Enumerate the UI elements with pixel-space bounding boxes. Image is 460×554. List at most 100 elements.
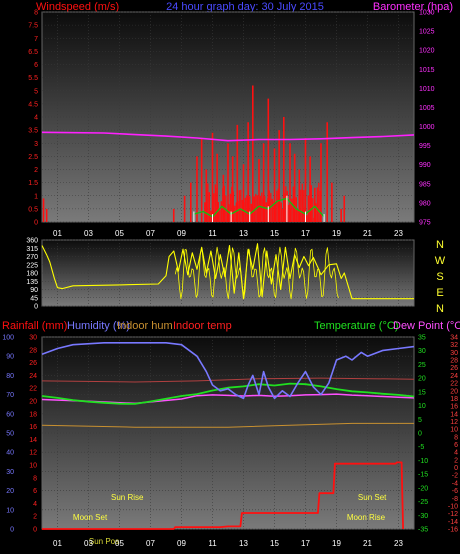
dew-point-y-tick: 32	[450, 342, 458, 349]
wind-y-tick: 0.5	[28, 206, 38, 213]
dew-point-y-tick: -14	[448, 519, 458, 526]
rainfall-y-tick: 20	[29, 399, 37, 406]
compass-e: E	[436, 287, 443, 299]
atmos-x-tick: 01	[53, 539, 62, 548]
dew-point-y-tick: 10	[450, 427, 458, 434]
atmos-x-tick: 03	[84, 539, 93, 548]
rainfall-y-tick: 6	[33, 488, 37, 495]
wind-x-tick: 17	[301, 229, 310, 238]
indoor-hum-line	[41, 422, 414, 428]
dew-point-axis-title: Dew Point (°C)	[393, 320, 460, 332]
atmos-x-tick: 21	[363, 539, 372, 548]
humidity-y-tick: 60	[6, 411, 14, 418]
atmos-series	[41, 341, 415, 530]
compass-s: S	[436, 271, 443, 283]
humidity-y-tick: 30	[6, 469, 14, 476]
wind-x-tick: 05	[115, 229, 124, 238]
barometer-y-tick: 1000	[419, 124, 435, 131]
dew-point-y-tick: 34	[450, 335, 458, 342]
wind-y-tick: 0	[34, 220, 38, 227]
atmos-x-tick: 15	[270, 539, 279, 548]
wind-y-tick: 7	[34, 36, 38, 43]
rainfall-line	[42, 461, 404, 530]
direction-line	[41, 243, 414, 300]
wind-axis-title: Windspeed (m/s)	[36, 1, 119, 13]
humidity-y-tick: 40	[6, 450, 14, 457]
wind-x-tick: 01	[53, 229, 62, 238]
wind-x-tick: 09	[177, 229, 186, 238]
wind-y-tick: 2	[34, 167, 38, 174]
humidity-y-tick: 10	[6, 507, 14, 514]
dew-point-y-tick: -2	[452, 473, 458, 480]
rainfall-y-tick: 14	[29, 437, 37, 444]
barometer-y-tick: 980	[419, 200, 431, 207]
direction-y-tick: 270	[26, 254, 38, 261]
temperature-y-tick: -10	[418, 458, 428, 465]
dew-point-y-tick: 14	[450, 411, 458, 418]
direction-y-tick: 90	[30, 287, 38, 294]
barometer-y-tick: 1025	[419, 29, 435, 36]
dew-point-y-tick: 20	[450, 388, 458, 395]
rainfall-y-tick: 8	[33, 475, 37, 482]
atmos-header: Rainfall (mm) Humidity (%) Indoor hum In…	[2, 320, 460, 332]
wind-y-tick: 5	[34, 88, 38, 95]
dew-point-y-tick: -10	[448, 503, 458, 510]
temperature-y-tick: 35	[418, 335, 426, 342]
wind-y-tick: 1.5	[28, 180, 38, 187]
humidity-y-tick: 100	[2, 335, 14, 342]
atmos-grid	[42, 336, 414, 530]
dew-point-y-tick: 12	[450, 419, 458, 426]
dew-point-y-tick: 8	[454, 434, 458, 441]
wind-y-tick: 4	[34, 115, 38, 122]
dew-point-y-tick: 18	[450, 396, 458, 403]
humidity-y-tick: 90	[6, 354, 14, 361]
dew-point-line	[41, 393, 415, 405]
dew-point-y-tick: 26	[450, 365, 458, 372]
wind-y-tick: 3.5	[28, 128, 38, 135]
direction-y-tick: 135	[26, 279, 38, 286]
temperature-y-tick: -15	[418, 472, 428, 479]
temperature-y-tick: 15	[418, 389, 426, 396]
graph-title: 24 hour graph day: 30 July 2015	[166, 1, 324, 13]
atmos-x-tick: 09	[177, 539, 186, 548]
atmos-x-tick: 17	[301, 539, 310, 548]
rainfall-y-tick: 28	[29, 347, 37, 354]
compass-labels: N W S E N	[435, 239, 446, 315]
barometer-y-tick: 1005	[419, 105, 435, 112]
barometer-line	[41, 131, 415, 142]
atmos-x-tick: 13	[239, 539, 248, 548]
wind-x-tick: 15	[270, 229, 279, 238]
barometer-y-tick: 1010	[419, 86, 435, 93]
atmos-x-tick: 07	[146, 539, 155, 548]
direction-y-tick: 45	[30, 295, 38, 302]
moon-set-label: Moon Set	[73, 513, 108, 522]
wind-y-tick: 6	[34, 62, 38, 69]
barometer-y-tick: 985	[419, 181, 431, 188]
direction-y-tick: 0	[34, 304, 38, 311]
compass-w: W	[435, 255, 446, 267]
astro-events: Sun Rise Sun Set Moon Set Moon Rise Sun Pos	[73, 493, 387, 546]
dew-point-y-tick: -8	[452, 496, 458, 503]
dew-point-y-tick: 4	[454, 450, 458, 457]
indoor-temp-line	[41, 377, 415, 383]
humidity-axis-title: Humidity (%)	[67, 320, 130, 332]
dew-point-y-tick: 6	[454, 442, 458, 449]
temperature-y-tick: -25	[418, 499, 428, 506]
wind-y-tick: 6.5	[28, 49, 38, 56]
temperature-y-tick: -5	[418, 444, 424, 451]
barometer-y-tick: 975	[419, 220, 431, 227]
rainfall-y-tick: 22	[29, 386, 37, 393]
wind-y-tick: 3	[34, 141, 38, 148]
temperature-y-tick: 20	[418, 376, 426, 383]
direction-y-tick: 315	[26, 246, 38, 253]
rainfall-y-tick: 16	[29, 424, 37, 431]
temperature-y-tick: 5	[418, 417, 422, 424]
rainfall-y-tick: 0	[33, 527, 37, 534]
dew-point-y-tick: -6	[452, 488, 458, 495]
wind-x-tick: 23	[394, 229, 403, 238]
wind-x-tick: 13	[239, 229, 248, 238]
dew-point-y-tick: -12	[448, 511, 458, 518]
wind-y-tick: 4.5	[28, 101, 38, 108]
